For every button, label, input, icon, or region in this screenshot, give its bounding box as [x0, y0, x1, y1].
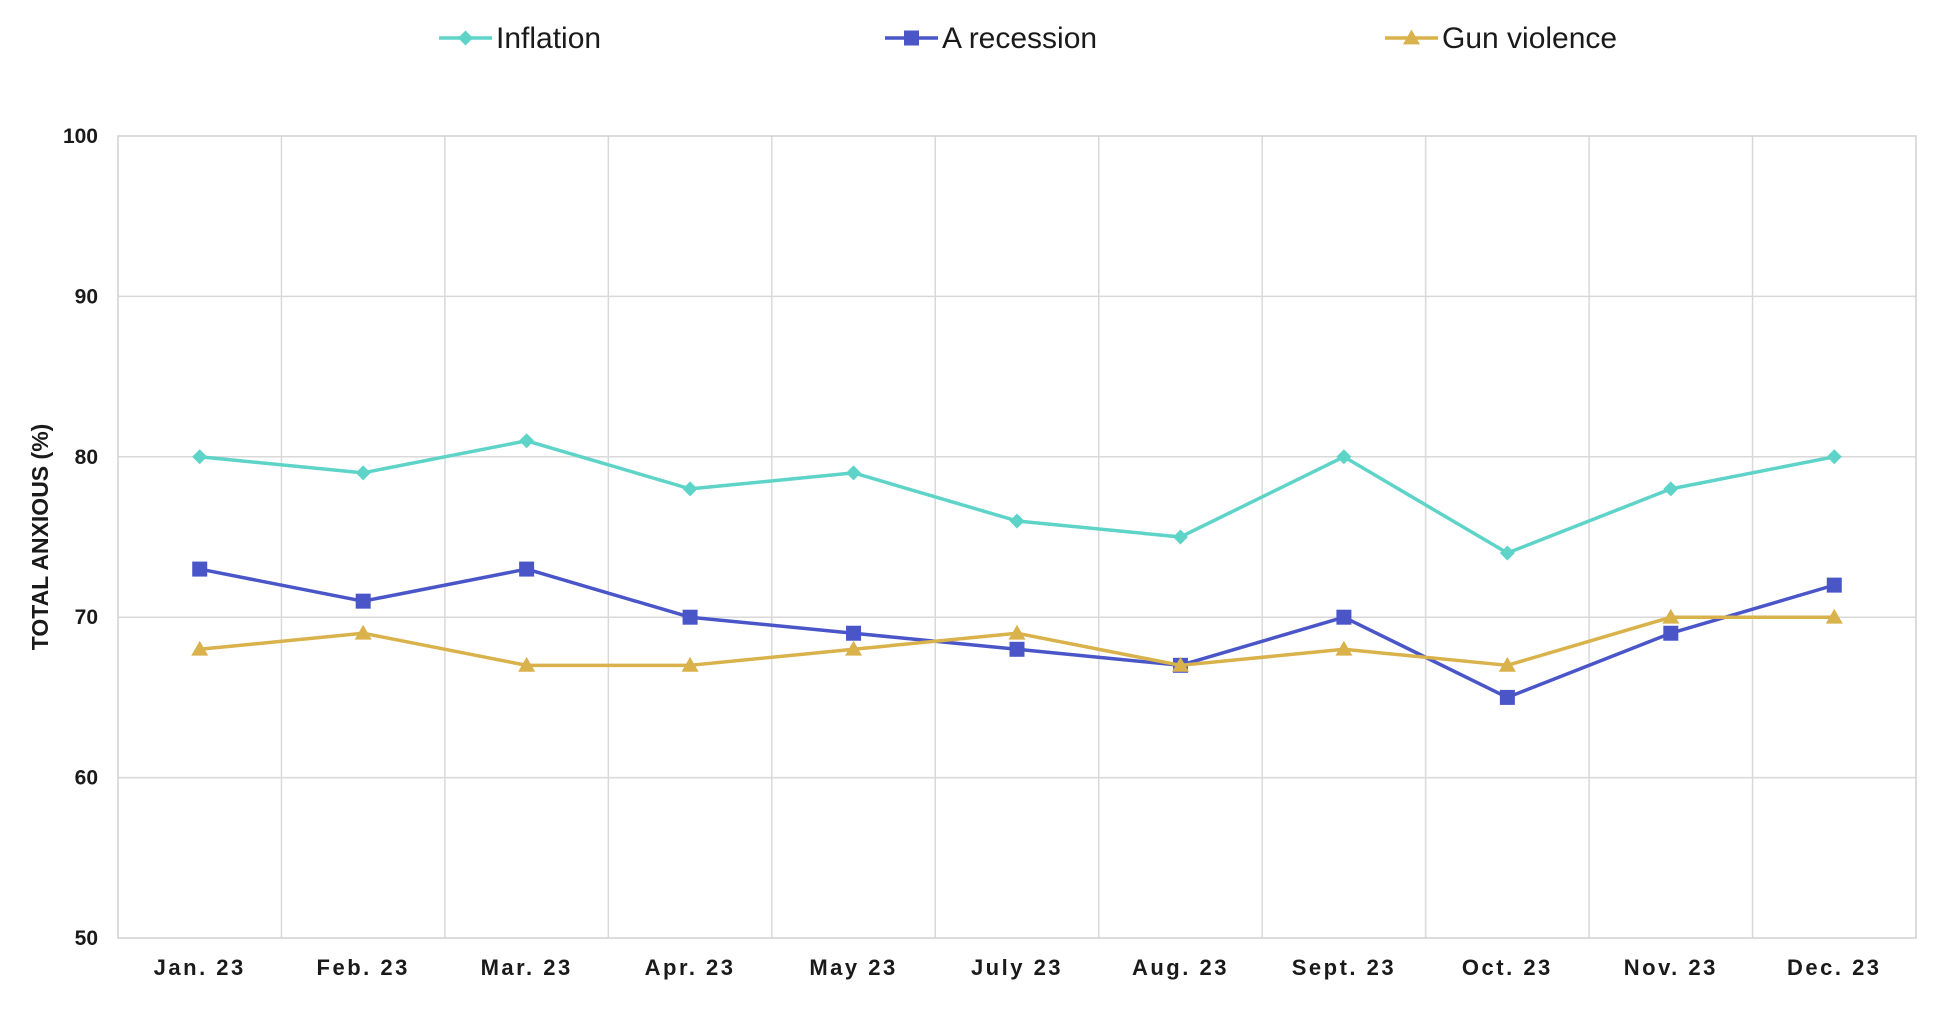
data-point-diamond: [1663, 481, 1679, 497]
series-triangle: [191, 608, 1843, 672]
x-tick-label: Apr. 23: [645, 955, 736, 980]
data-point-triangle: [1662, 608, 1680, 624]
legend-label: Inflation: [496, 22, 601, 55]
data-point-triangle: [191, 640, 209, 656]
data-point-triangle: [1008, 624, 1026, 640]
data-point-triangle: [681, 656, 699, 672]
data-point-square: [682, 609, 698, 625]
data-point-triangle: [518, 656, 536, 672]
legend-label: Gun violence: [1442, 22, 1617, 55]
y-tick-label: 80: [75, 446, 98, 469]
chart-legend: Inflation A recession Gun violence: [439, 22, 1617, 55]
y-tick-label: 70: [75, 606, 98, 629]
x-tick-label: Oct. 23: [1462, 955, 1553, 980]
x-tick-label: Feb. 23: [317, 955, 410, 980]
data-point-diamond: [192, 449, 208, 465]
data-point-triangle: [1825, 608, 1843, 624]
legend-label: A recession: [942, 22, 1097, 55]
data-point-triangle: [1335, 640, 1353, 656]
x-tick-label: Aug. 23: [1132, 955, 1229, 980]
data-point-diamond: [1826, 449, 1842, 465]
x-tick-label: May 23: [809, 955, 897, 980]
data-point-diamond: [1009, 513, 1025, 529]
data-point-square: [355, 593, 371, 609]
x-axis-ticks: Jan. 23 Feb. 23 Mar. 23 Apr. 23 May 23 July 2…: [154, 955, 1882, 980]
data-point-diamond: [355, 465, 371, 481]
data-point-square: [192, 561, 208, 577]
plot-area-frame: [117, 135, 1917, 939]
series-diamond: [192, 433, 1842, 561]
y-axis-label: TOTAL ANXIOUS (%): [27, 424, 53, 651]
x-tick-label: July 23: [971, 955, 1063, 980]
x-tick-label: Sept. 23: [1292, 955, 1396, 980]
data-point-diamond: [682, 481, 698, 497]
legend-marker-diamond: [458, 30, 473, 46]
series-layer: [191, 433, 1843, 705]
series-square: [192, 561, 1842, 705]
data-point-triangle: [1171, 656, 1189, 672]
data-point-diamond: [846, 465, 862, 481]
legend-item: Inflation: [439, 22, 601, 55]
data-point-square: [1336, 609, 1352, 625]
legend-item: A recession: [885, 22, 1097, 55]
x-tick-label: Nov. 23: [1624, 955, 1718, 980]
data-point-diamond: [519, 433, 535, 449]
data-point-square: [519, 561, 535, 577]
data-point-square: [1499, 689, 1515, 705]
data-point-diamond: [1336, 449, 1352, 465]
y-tick-label: 50: [75, 927, 98, 950]
data-point-diamond: [1172, 529, 1188, 545]
data-point-triangle: [1498, 656, 1516, 672]
data-point-triangle: [845, 640, 863, 656]
y-tick-label: 60: [75, 767, 98, 790]
data-point-square: [1663, 625, 1679, 641]
legend-marker-square: [904, 30, 919, 46]
legend-marker-triangle: [1403, 29, 1420, 45]
y-tick-label: 100: [63, 125, 98, 148]
chart-grid: [118, 136, 1916, 938]
data-point-diamond: [1499, 545, 1515, 561]
legend-item: Gun violence: [1385, 22, 1617, 55]
x-tick-label: Mar. 23: [481, 955, 573, 980]
y-tick-label: 90: [75, 285, 98, 308]
data-point-triangle: [354, 624, 372, 640]
y-axis-ticks: 50 60 70 80 90 100: [63, 125, 98, 950]
data-point-square: [1826, 577, 1842, 593]
data-point-square: [1009, 641, 1025, 657]
data-point-square: [846, 625, 862, 641]
x-tick-label: Jan. 23: [154, 955, 246, 980]
x-tick-label: Dec. 23: [1787, 955, 1882, 980]
